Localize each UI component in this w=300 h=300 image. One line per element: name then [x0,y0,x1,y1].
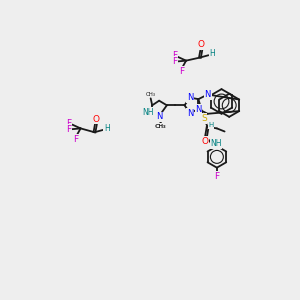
Text: NH: NH [210,139,222,148]
Text: F: F [179,67,184,76]
Text: F: F [67,118,72,127]
Text: O: O [92,115,100,124]
Text: N: N [195,105,202,114]
Text: O: O [201,137,208,146]
Text: F: F [74,135,79,144]
Text: NH: NH [142,108,154,117]
Text: N: N [187,93,193,102]
Text: F: F [214,172,220,181]
Text: F: F [172,57,177,66]
Text: H: H [208,122,213,128]
Text: CH₃: CH₃ [155,124,167,129]
Text: N: N [205,90,211,99]
Text: CH₃: CH₃ [146,92,156,97]
Text: F: F [172,51,177,60]
Text: F: F [67,125,72,134]
Text: S: S [201,114,207,123]
Text: CH₃: CH₃ [156,124,166,129]
Text: H: H [104,124,110,133]
Text: O: O [198,40,205,49]
Text: N: N [156,112,162,121]
Text: H: H [209,49,215,58]
Text: N: N [187,109,193,118]
